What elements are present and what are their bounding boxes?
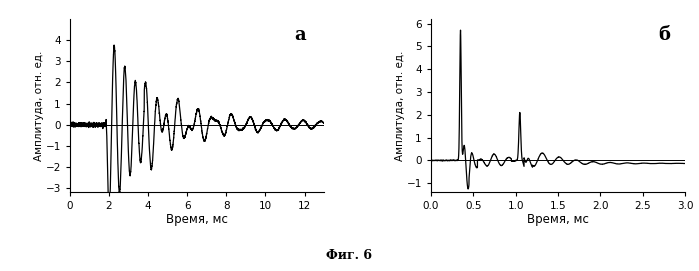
Text: Фиг. 6: Фиг. 6: [326, 249, 373, 262]
Text: а: а: [295, 26, 306, 44]
X-axis label: Время, мс: Время, мс: [527, 213, 589, 226]
Text: б: б: [658, 26, 670, 44]
X-axis label: Время, мс: Время, мс: [166, 213, 228, 226]
Y-axis label: Амплитуда, отн. ед.: Амплитуда, отн. ед.: [34, 50, 44, 161]
Y-axis label: Амплитуда, отн. ед.: Амплитуда, отн. ед.: [395, 50, 405, 161]
